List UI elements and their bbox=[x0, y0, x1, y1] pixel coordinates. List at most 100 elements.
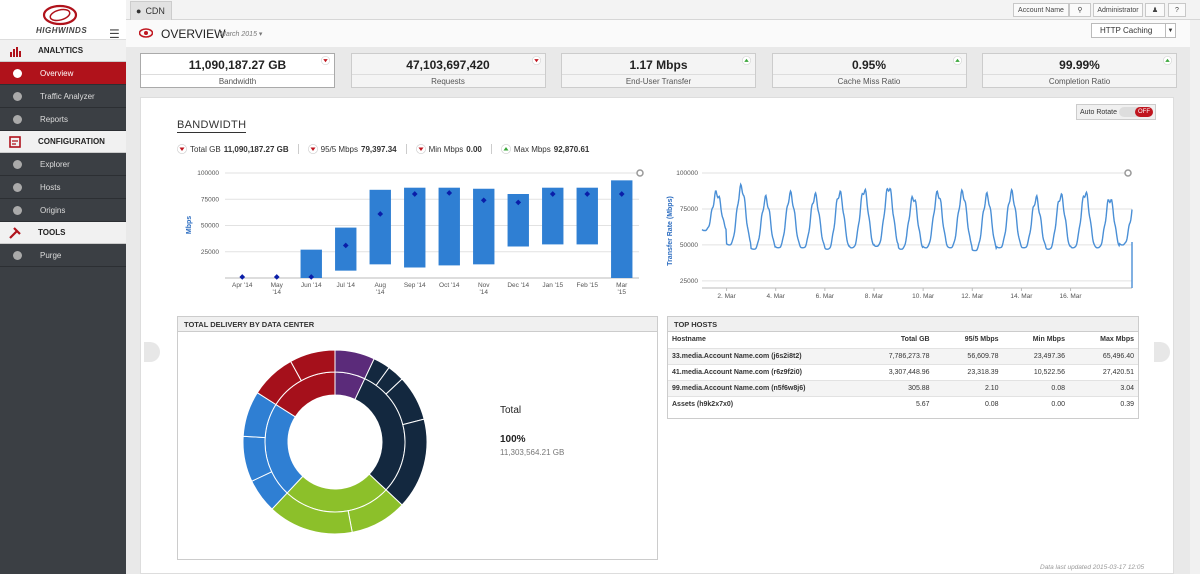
next-arrow-icon[interactable] bbox=[1154, 342, 1170, 362]
stat-value: 79,397.34 bbox=[361, 144, 397, 154]
hamburger-menu-icon[interactable]: ☰ bbox=[109, 27, 120, 41]
metric-card-completion-ratio[interactable]: 99.99% Completion Ratio bbox=[982, 53, 1177, 88]
period-dropdown[interactable]: March 2015 ▾ bbox=[220, 30, 262, 38]
chart-menu-icon[interactable] bbox=[636, 169, 644, 177]
table-row[interactable]: 33.media.Account Name.com (j6s2i8t2) 7,78… bbox=[668, 347, 1138, 364]
help-button[interactable]: ? bbox=[1168, 3, 1186, 17]
bandwidth-stat: 95/5 Mbps 79,397.34 bbox=[307, 144, 407, 154]
page-title: OVERVIEW bbox=[161, 27, 226, 41]
caching-select[interactable]: HTTP Caching ▼ bbox=[1091, 23, 1176, 38]
basket-icon bbox=[13, 251, 22, 260]
sidebar-section-configuration[interactable]: CONFIGURATION bbox=[0, 131, 126, 153]
marker-point[interactable] bbox=[549, 191, 556, 197]
sidebar: HIGHWINDS ☰ ANALYTICS Overview Traffic Ana… bbox=[0, 0, 126, 574]
bandwidth-stats: Total GB 11,090,187.27 GB 95/5 Mbps 79,397.… bbox=[177, 143, 607, 155]
marker-point[interactable] bbox=[308, 274, 315, 280]
metric-card-end-user-transfer[interactable]: 1.17 Mbps End-User Transfer bbox=[561, 53, 756, 88]
marker-point[interactable] bbox=[618, 191, 625, 197]
bar[interactable] bbox=[300, 249, 322, 278]
trend-down-icon bbox=[321, 56, 330, 65]
sidebar-item-explorer[interactable]: Explorer bbox=[0, 153, 126, 176]
logo-text: HIGHWINDS bbox=[36, 26, 88, 35]
toggle-switch[interactable]: OFF bbox=[1119, 107, 1153, 117]
sidebar-item-label: Overview bbox=[40, 68, 74, 78]
auto-rotate-toggle[interactable]: Auto Rotate OFF bbox=[1076, 104, 1156, 120]
table-row[interactable]: 99.media.Account Name.com (n5f6w8j6) 305.… bbox=[668, 379, 1138, 396]
table-cell: 2.10 bbox=[933, 379, 1003, 396]
marker-point[interactable] bbox=[239, 274, 246, 280]
tab-cdn[interactable]: ● CDN bbox=[130, 1, 172, 20]
scrollbar[interactable] bbox=[1190, 20, 1200, 574]
marker-point[interactable] bbox=[515, 199, 522, 206]
bar[interactable] bbox=[507, 194, 529, 247]
account-button[interactable]: Account Name bbox=[1013, 3, 1069, 17]
sidebar-item-label: Traffic Analyzer bbox=[40, 91, 95, 101]
sidebar-item-hosts[interactable]: Hosts bbox=[0, 176, 126, 199]
metric-value: 0.95% bbox=[851, 58, 887, 72]
bar[interactable] bbox=[542, 187, 564, 245]
trend-up-icon bbox=[1163, 56, 1172, 65]
prev-arrow-icon[interactable] bbox=[144, 342, 160, 362]
y-tick-label: 75000 bbox=[201, 196, 219, 203]
transfer-rate-line-chart: 100000 75000 50000 25000 Transfer Rate (Mbps… bbox=[667, 169, 1133, 300]
stat-label: Min Mbps bbox=[428, 144, 464, 154]
bar[interactable] bbox=[611, 180, 633, 278]
toggle-state: OFF bbox=[1135, 107, 1153, 117]
series-line[interactable] bbox=[701, 182, 1133, 252]
marker-point[interactable] bbox=[273, 274, 280, 280]
metric-card-requests[interactable]: 47,103,697,420 Requests bbox=[350, 53, 546, 88]
trend-down-icon bbox=[415, 144, 426, 154]
sidebar-section-tools[interactable]: TOOLS bbox=[0, 222, 126, 244]
bar[interactable] bbox=[404, 187, 426, 268]
eye-icon bbox=[13, 69, 22, 78]
table-cell: 0.00 bbox=[1002, 395, 1069, 412]
stat-value: 92,870.61 bbox=[553, 144, 590, 154]
logo[interactable]: HIGHWINDS ☰ bbox=[0, 0, 126, 41]
table-cell: 23,497.36 bbox=[1002, 347, 1069, 364]
table-row[interactable]: Assets (h9k2x7x0) 5.67 0.08 0.00 0.39 bbox=[668, 395, 1138, 412]
administrator-button[interactable]: Administrator bbox=[1093, 3, 1143, 17]
caching-select-label: HTTP Caching bbox=[1100, 26, 1153, 35]
bar[interactable] bbox=[576, 187, 598, 245]
metric-card-bandwidth[interactable]: 11,090,187.27 GB Bandwidth bbox=[140, 53, 335, 88]
column-header[interactable]: Total GB bbox=[900, 336, 930, 344]
sidebar-item-overview[interactable]: Overview bbox=[0, 62, 126, 85]
sidebar-item-purge[interactable]: Purge bbox=[0, 244, 126, 267]
marker-point[interactable] bbox=[584, 191, 591, 197]
top-hosts-panel: TOP HOSTS Hostname Total GB 95/5 Mbps Min M… bbox=[667, 316, 1139, 419]
search-icon[interactable]: ⚲ bbox=[1069, 3, 1091, 17]
table-row[interactable]: 41.media.Account Name.com (r6z9f2i0) 3,30… bbox=[668, 363, 1138, 380]
host-name: 41.media.Account Name.com (r6z9f2i0) bbox=[668, 363, 853, 380]
x-tick-label-year: '15 bbox=[618, 289, 627, 296]
sidebar-item-origins[interactable]: Origins bbox=[0, 199, 126, 222]
metric-card-cache-miss-ratio[interactable]: 0.95% Cache Miss Ratio bbox=[771, 53, 967, 88]
data-updated-timestamp: Data last updated 2015-03-17 12:05 bbox=[1040, 564, 1145, 571]
user-icon[interactable]: ♟ bbox=[1145, 3, 1165, 17]
y-tick-label: 25000 bbox=[680, 278, 698, 285]
marker-point[interactable] bbox=[342, 242, 349, 249]
column-header[interactable]: Min Mbps bbox=[1032, 336, 1065, 344]
x-tick-label: May bbox=[271, 282, 284, 289]
column-header[interactable]: Max Mbps bbox=[1100, 336, 1134, 344]
donut-slice-outer[interactable] bbox=[290, 349, 336, 382]
x-tick-label: Mar bbox=[616, 282, 628, 289]
sidebar-item-traffic-analyzer[interactable]: Traffic Analyzer bbox=[0, 85, 126, 108]
sidebar-item-label: Origins bbox=[40, 205, 66, 215]
metric-label: Cache Miss Ratio bbox=[772, 74, 966, 86]
bar[interactable] bbox=[369, 189, 391, 265]
column-header[interactable]: Hostname bbox=[672, 336, 706, 344]
sidebar-item-reports[interactable]: Reports bbox=[0, 108, 126, 131]
bar[interactable] bbox=[473, 188, 495, 265]
bar[interactable] bbox=[438, 187, 460, 266]
x-tick-label: Dec '14 bbox=[507, 282, 529, 289]
sidebar-item-label: Reports bbox=[40, 114, 69, 124]
sidebar-section-analytics[interactable]: ANALYTICS bbox=[0, 40, 126, 62]
bar[interactable] bbox=[335, 227, 357, 271]
table-cell: 0.08 bbox=[933, 395, 1003, 412]
x-tick-label: 8. Mar bbox=[865, 293, 884, 300]
pie-icon bbox=[13, 92, 22, 101]
chart-menu-icon[interactable] bbox=[1124, 169, 1132, 177]
logo-icon bbox=[42, 4, 78, 26]
column-header[interactable]: 95/5 Mbps bbox=[964, 336, 999, 344]
trend-up-icon bbox=[500, 144, 511, 154]
